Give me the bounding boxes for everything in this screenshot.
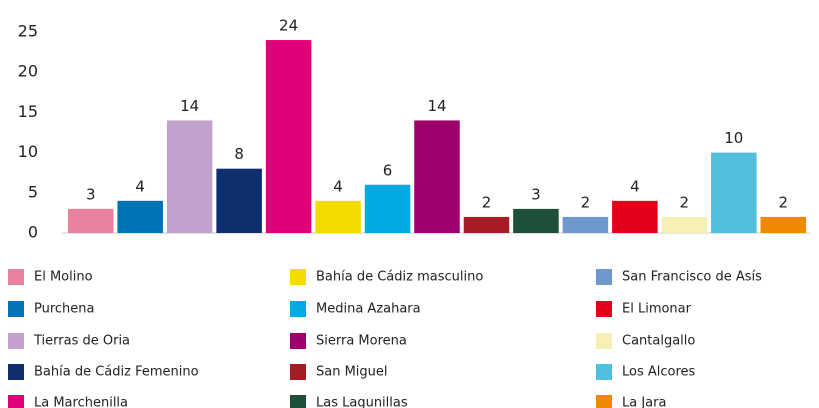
legend-swatch: [596, 301, 612, 317]
bar: [760, 216, 807, 233]
legend-swatch: [290, 269, 306, 285]
bar: [67, 208, 114, 233]
legend-swatch: [596, 364, 612, 380]
bar: [166, 120, 213, 233]
legend-swatch: [596, 269, 612, 285]
legend-label: Bahía de Cádiz masculino: [316, 270, 483, 285]
legend-label: Sierra Morena: [316, 334, 407, 349]
legend-label: Cantalgallo: [622, 334, 695, 349]
bar: [315, 200, 361, 233]
legend-swatch: [8, 301, 24, 317]
legend-label: San Miguel: [316, 365, 388, 380]
data-label: 14: [180, 97, 199, 115]
bar: [463, 216, 510, 233]
legend-label: Los Alcores: [622, 365, 696, 380]
bar: [117, 200, 163, 233]
data-label: 4: [333, 177, 343, 195]
y-tick-label: 10: [18, 142, 38, 161]
data-label: 4: [135, 177, 145, 195]
bar: [661, 216, 708, 233]
legend-label: San Francisco de Asís: [622, 270, 762, 285]
data-label: 10: [724, 129, 743, 147]
y-tick-label: 5: [28, 182, 38, 201]
y-tick-label: 25: [18, 22, 38, 41]
data-label: 4: [630, 177, 640, 195]
y-tick-label: 20: [18, 62, 38, 81]
bar: [612, 200, 658, 233]
legend-label: La Marchenilla: [34, 396, 128, 408]
legend-swatch: [8, 333, 24, 349]
data-label: 2: [482, 193, 492, 211]
data-label: 8: [234, 145, 244, 163]
bar: [364, 184, 411, 233]
legend-swatch: [290, 395, 306, 408]
legend-label: Bahía de Cádiz Femenino: [34, 365, 199, 380]
legend-swatch: [596, 395, 612, 408]
data-label: 24: [279, 17, 298, 35]
legend-swatch: [290, 333, 306, 349]
legend-swatch: [8, 269, 24, 285]
legend-label: Tierras de Oria: [33, 334, 130, 349]
legend-label: La Jara: [622, 396, 666, 408]
legend-label: El Limonar: [622, 302, 692, 317]
data-label: 2: [778, 193, 788, 211]
bar: [513, 208, 559, 233]
data-label: 6: [383, 161, 393, 179]
data-label: 2: [680, 193, 690, 211]
data-label: 14: [427, 97, 446, 115]
bar: [265, 40, 312, 233]
data-label: 2: [581, 193, 591, 211]
legend-swatch: [8, 395, 24, 408]
y-tick-label: 15: [18, 102, 38, 121]
legend-swatch: [290, 301, 306, 317]
bar: [414, 120, 460, 233]
bar: [216, 168, 262, 233]
legend-label: Medina Azahara: [316, 302, 421, 317]
data-label: 3: [531, 185, 541, 203]
legend-label: Las Lagunillas: [316, 396, 408, 408]
legend-label: Purchena: [34, 302, 95, 317]
bar: [711, 152, 757, 233]
y-tick-label: 0: [28, 223, 38, 242]
legend-swatch: [8, 364, 24, 380]
legend-swatch: [596, 333, 612, 349]
legend-label: El Molino: [34, 270, 93, 285]
legend-swatch: [290, 364, 306, 380]
bar: [562, 216, 609, 233]
data-label: 3: [86, 185, 96, 203]
